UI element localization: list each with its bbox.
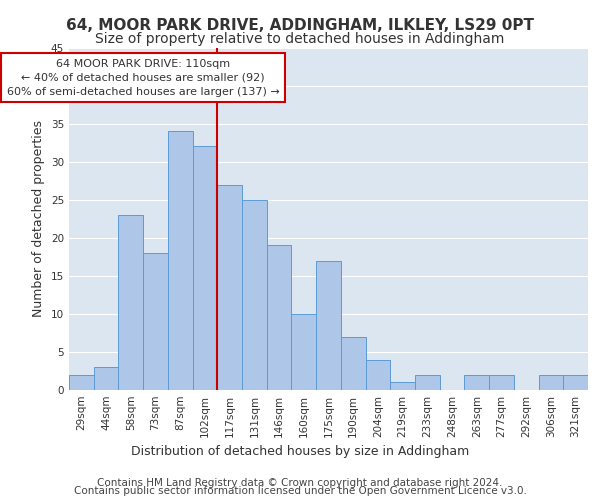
Bar xyxy=(118,215,143,390)
Bar xyxy=(316,260,341,390)
Bar xyxy=(489,375,514,390)
Text: Size of property relative to detached houses in Addingham: Size of property relative to detached ho… xyxy=(95,32,505,46)
Y-axis label: Number of detached properties: Number of detached properties xyxy=(32,120,46,318)
Bar xyxy=(168,131,193,390)
Bar xyxy=(242,200,267,390)
Bar xyxy=(193,146,217,390)
Bar xyxy=(563,375,588,390)
Bar xyxy=(292,314,316,390)
Bar xyxy=(415,375,440,390)
Bar xyxy=(341,336,365,390)
Bar xyxy=(94,367,118,390)
Bar xyxy=(267,246,292,390)
Text: Contains public sector information licensed under the Open Government Licence v3: Contains public sector information licen… xyxy=(74,486,526,496)
Text: Distribution of detached houses by size in Addingham: Distribution of detached houses by size … xyxy=(131,444,469,458)
Bar xyxy=(390,382,415,390)
Bar xyxy=(365,360,390,390)
Text: 64 MOOR PARK DRIVE: 110sqm
← 40% of detached houses are smaller (92)
60% of semi: 64 MOOR PARK DRIVE: 110sqm ← 40% of deta… xyxy=(7,59,280,97)
Text: Contains HM Land Registry data © Crown copyright and database right 2024.: Contains HM Land Registry data © Crown c… xyxy=(97,478,503,488)
Bar xyxy=(539,375,563,390)
Bar xyxy=(143,253,168,390)
Bar xyxy=(464,375,489,390)
Bar xyxy=(217,184,242,390)
Text: 64, MOOR PARK DRIVE, ADDINGHAM, ILKLEY, LS29 0PT: 64, MOOR PARK DRIVE, ADDINGHAM, ILKLEY, … xyxy=(66,18,534,32)
Bar xyxy=(69,375,94,390)
